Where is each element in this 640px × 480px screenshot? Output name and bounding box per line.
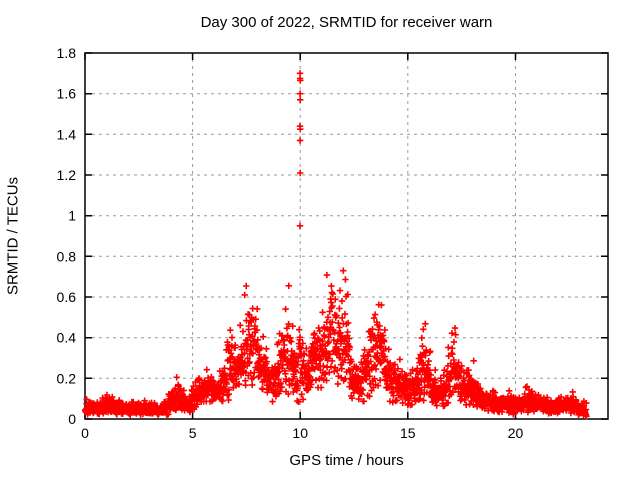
axis-ticks <box>84 52 608 420</box>
x-tick-label: 20 <box>508 425 524 441</box>
plot-border <box>84 52 609 420</box>
y-tick-label: 0.2 <box>57 370 77 386</box>
y-tick-label: 0.8 <box>57 248 77 264</box>
x-tick-label: 5 <box>189 425 197 441</box>
x-axis-label: GPS time / hours <box>289 452 404 469</box>
y-tick-label: 1.8 <box>57 45 77 61</box>
y-tick-label: 0 <box>68 411 76 427</box>
gridlines <box>85 53 608 419</box>
x-tick-label: 10 <box>292 425 308 441</box>
y-axis-label: SRMTID / TECUs <box>4 176 22 296</box>
chart-title: Day 300 of 2022, SRMTID for receiver war… <box>200 14 493 31</box>
x-tick-label: 0 <box>81 425 89 441</box>
x-tick-label: 15 <box>400 425 416 441</box>
y-tick-label: 1.4 <box>57 126 77 142</box>
y-tick-label: 0.6 <box>57 289 77 305</box>
data-points <box>81 70 590 420</box>
y-tick-label: 1.6 <box>57 86 77 102</box>
y-tick-label: 1.2 <box>57 167 77 183</box>
y-tick-label: 0.4 <box>57 330 77 346</box>
y-tick-label: 1 <box>68 208 76 224</box>
